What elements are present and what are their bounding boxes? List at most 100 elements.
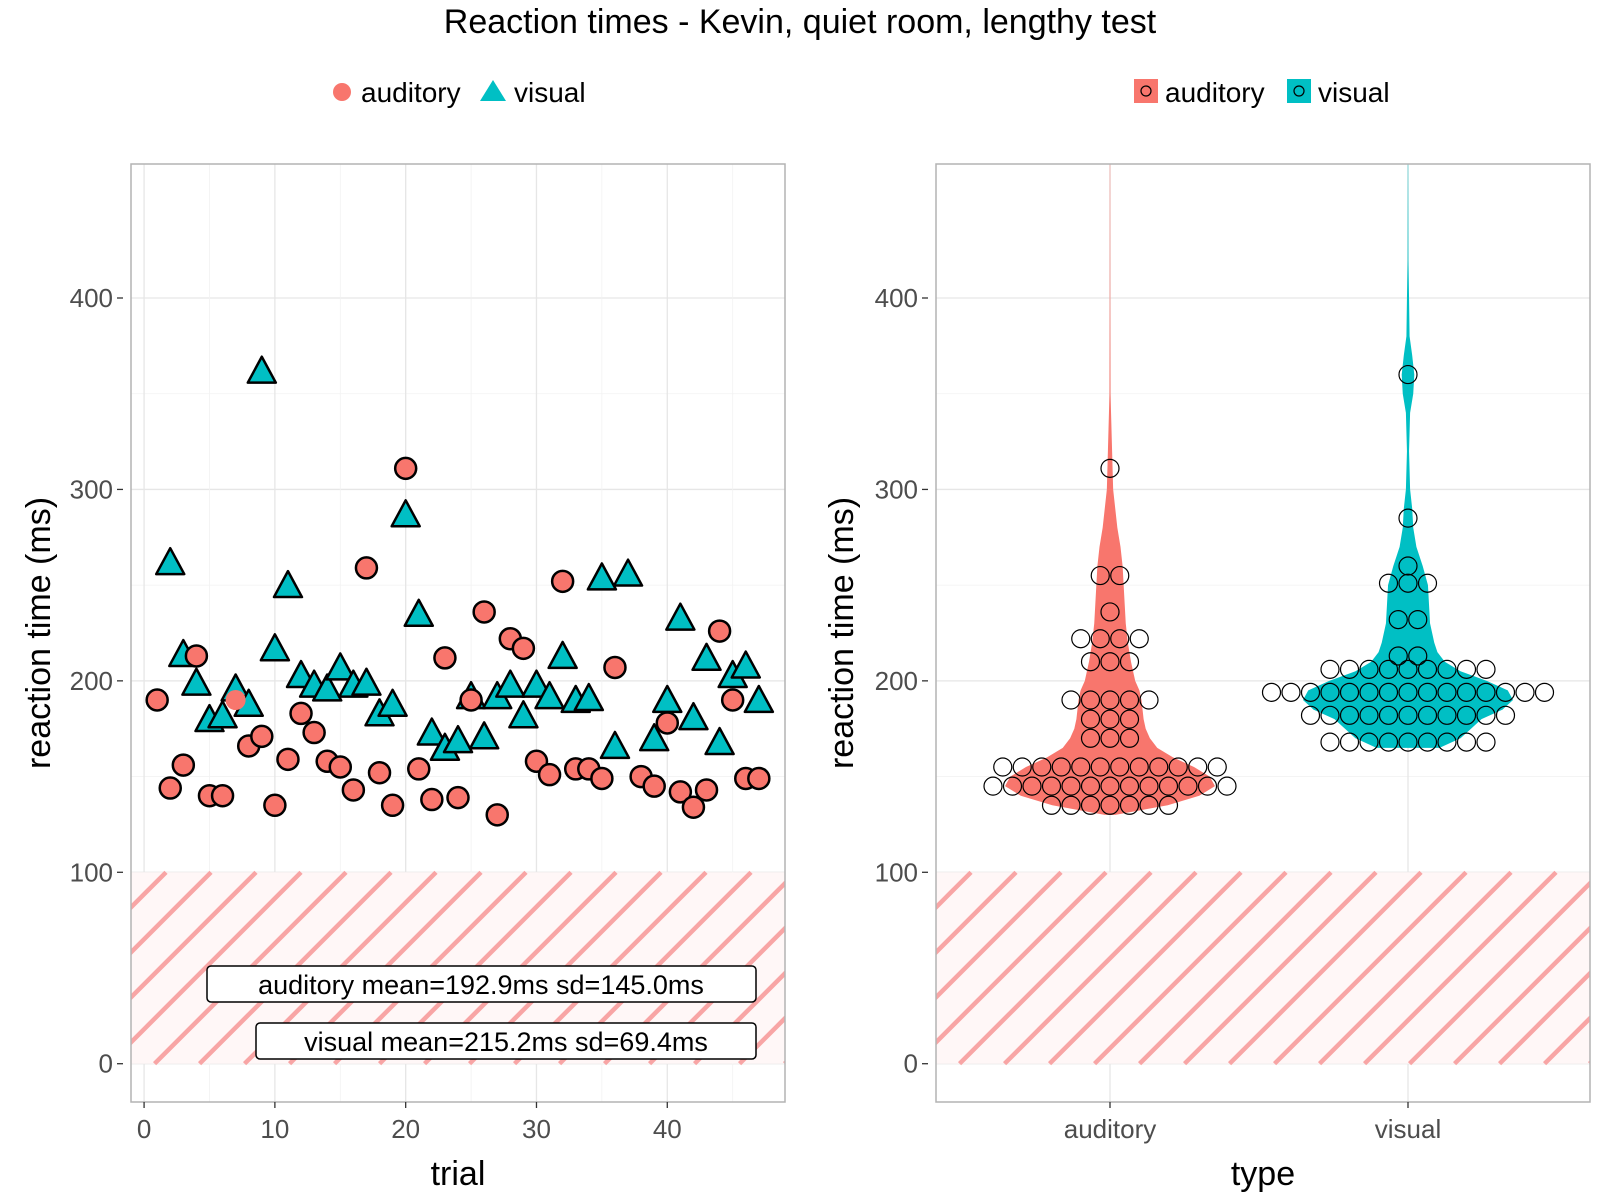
visual-dot bbox=[1388, 609, 1408, 630]
auditory-dot bbox=[1149, 757, 1169, 777]
legend-right-visual-key bbox=[1287, 79, 1311, 103]
visual-dot bbox=[1437, 659, 1457, 679]
right-panel-border bbox=[935, 163, 1591, 1103]
visual-dot bbox=[1359, 659, 1379, 679]
x-tick-label: visual bbox=[1375, 1114, 1441, 1144]
visual-point bbox=[377, 688, 408, 717]
legend-right: auditory visual bbox=[1134, 77, 1390, 108]
left-x-axis-title: trial bbox=[431, 1155, 486, 1193]
hatch-stripe bbox=[1137, 870, 1333, 1066]
legend-right-auditory-label: auditory bbox=[1165, 77, 1265, 108]
y-tick-label: 300 bbox=[875, 474, 918, 504]
right-x-axis-title: type bbox=[1231, 1155, 1295, 1193]
visual-dot bbox=[1476, 682, 1496, 702]
annotation-visual-box bbox=[255, 1022, 757, 1060]
auditory-dot bbox=[1100, 795, 1120, 815]
hatch-stripe bbox=[131, 870, 258, 1001]
auditory-point bbox=[367, 760, 392, 785]
auditory-point bbox=[642, 774, 666, 798]
visual-dot bbox=[1339, 659, 1360, 679]
visual-dot bbox=[1359, 732, 1379, 752]
visual-point bbox=[665, 602, 696, 631]
panel-left: auditory mean=192.9ms sd=145.0ms visual … bbox=[20, 163, 786, 1193]
x-tick-label: 0 bbox=[137, 1114, 151, 1144]
auditory-point bbox=[681, 795, 706, 819]
visual-dot bbox=[1398, 364, 1418, 385]
visual-point bbox=[181, 667, 212, 696]
auditory-dot bbox=[1168, 757, 1188, 777]
auditory-point bbox=[668, 780, 693, 804]
y-tick-label: 0 bbox=[904, 1049, 918, 1079]
visual-point bbox=[259, 633, 291, 662]
visual-dot bbox=[1378, 682, 1399, 702]
visual-dot bbox=[1359, 682, 1379, 702]
visual-dot bbox=[1398, 705, 1418, 725]
hatch-stripe bbox=[737, 1015, 785, 1066]
auditory-dot bbox=[1139, 795, 1159, 815]
hatch-stripe bbox=[1182, 870, 1378, 1066]
visual-point bbox=[678, 701, 709, 731]
panel-right: 0 100 200 300 400 auditory visual type reacti… bbox=[823, 163, 1591, 1193]
hatch-stripe bbox=[1407, 880, 1590, 1066]
auditory-point bbox=[747, 766, 771, 791]
hatch-stripe bbox=[936, 870, 1018, 956]
auditory-dot bbox=[1100, 709, 1120, 729]
auditory-point bbox=[446, 785, 470, 810]
auditory-point bbox=[158, 776, 182, 800]
y-tick-label: 0 bbox=[99, 1049, 113, 1079]
visual-dot bbox=[1437, 705, 1457, 725]
auditory-point bbox=[250, 724, 274, 749]
visual-point bbox=[586, 562, 618, 591]
visual-dot bbox=[1456, 659, 1477, 679]
annotation-auditory: auditory mean=192.9ms sd=145.0ms bbox=[206, 965, 757, 1003]
visual-point bbox=[311, 673, 343, 702]
auditory-dot bbox=[1110, 565, 1130, 586]
visual-point bbox=[508, 700, 539, 729]
right-y-axis-title: reaction time (ms) bbox=[823, 497, 861, 769]
visual-dot bbox=[1320, 732, 1340, 752]
hatch-stripe bbox=[1452, 925, 1590, 1066]
visual-dot bbox=[1417, 682, 1438, 702]
right-y-tick-labels: 0 100 200 300 400 bbox=[875, 283, 928, 1079]
hatch-stripe bbox=[1047, 870, 1243, 1066]
auditory-point bbox=[263, 793, 287, 818]
auditory-dot bbox=[1158, 795, 1179, 815]
auditory-point bbox=[393, 456, 418, 481]
legend-left-visual-key bbox=[480, 80, 506, 101]
visual-dot bbox=[1456, 682, 1477, 702]
visual-dot bbox=[1339, 732, 1360, 752]
hatch-stripe bbox=[1317, 870, 1513, 1066]
visual-point bbox=[652, 684, 683, 714]
auditory-point bbox=[171, 753, 196, 777]
visual-point bbox=[154, 546, 186, 576]
auditory-dot bbox=[1100, 776, 1120, 796]
visual-dot bbox=[1378, 659, 1399, 679]
auditory-dot bbox=[1197, 776, 1218, 796]
auditory-dot bbox=[1032, 757, 1052, 777]
auditory-dot bbox=[1090, 629, 1110, 649]
visual-point bbox=[207, 700, 238, 729]
auditory-dot bbox=[1080, 652, 1101, 672]
x-tick-label: 20 bbox=[391, 1114, 420, 1144]
auditory-dot bbox=[1080, 776, 1101, 796]
visual-point bbox=[704, 726, 735, 756]
chart-title: Reaction times - Kevin, quiet room, leng… bbox=[444, 3, 1157, 41]
left-y-tick-labels: 0 100 200 300 400 bbox=[70, 283, 123, 1079]
visual-point bbox=[390, 499, 421, 528]
visual-dot bbox=[1437, 682, 1457, 702]
auditory-point bbox=[328, 755, 353, 779]
legend-right-auditory-key-dot bbox=[1140, 85, 1152, 97]
auditory-dot bbox=[1061, 795, 1081, 815]
auditory-dot bbox=[1002, 776, 1023, 796]
auditory-point bbox=[407, 757, 431, 781]
visual-dot bbox=[1320, 682, 1340, 702]
auditory-point bbox=[354, 556, 379, 580]
visual-dot bbox=[1398, 573, 1418, 593]
auditory-dot bbox=[1188, 757, 1208, 777]
auditory-dot bbox=[1100, 458, 1120, 478]
visual-dot bbox=[1515, 682, 1535, 702]
auditory-point bbox=[341, 778, 366, 802]
auditory-point bbox=[550, 569, 575, 594]
visual-dot bbox=[1495, 705, 1516, 725]
visual-point bbox=[325, 652, 356, 681]
